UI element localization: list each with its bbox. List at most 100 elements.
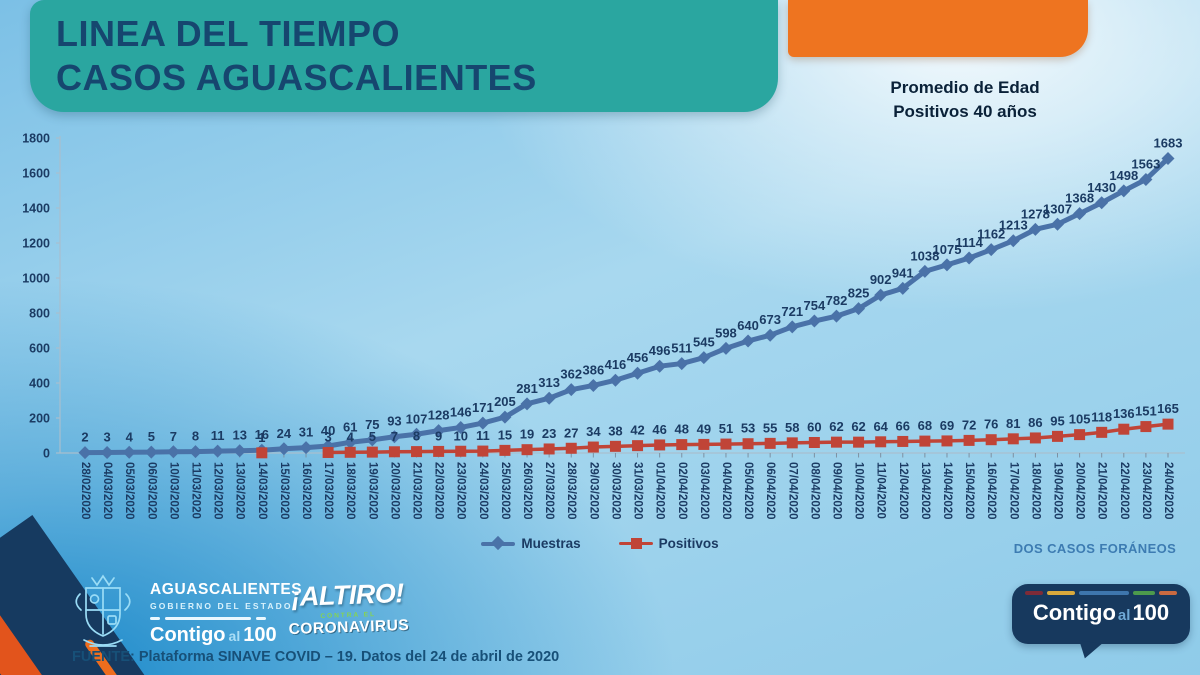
badge-color-bars xyxy=(1025,591,1177,595)
muestras-point xyxy=(233,444,247,458)
muestras-label: 1563 xyxy=(1131,156,1160,171)
positivos-label: 48 xyxy=(675,422,689,437)
slogan-contigo: Contigo xyxy=(150,623,226,646)
positivos-point xyxy=(786,437,798,449)
positivos-point xyxy=(698,438,710,450)
date-label: 14/03/2020 xyxy=(256,462,268,520)
muestras-label: 75 xyxy=(365,417,379,432)
positivos-label: 1 xyxy=(258,430,265,445)
legend-label-positivos: Positivos xyxy=(658,536,719,551)
muestras-label: 1038 xyxy=(910,248,939,263)
contigo-al-100-badge: Contigo al100 xyxy=(1012,584,1190,661)
positivos-label: 51 xyxy=(719,421,733,436)
y-axis-label: 1800 xyxy=(22,132,50,146)
muestras-point xyxy=(78,446,92,460)
page-title: LINEA DEL TIEMPO CASOS AGUASCALIENTES xyxy=(30,0,778,100)
positivos-label: 49 xyxy=(697,421,711,436)
muestras-label: 640 xyxy=(737,318,759,333)
positivos-point xyxy=(609,440,621,452)
positivos-label: 9 xyxy=(435,428,442,443)
positivos-label: 165 xyxy=(1157,401,1179,416)
muestras-point xyxy=(498,410,512,424)
muestras-label: 1368 xyxy=(1065,191,1094,206)
positivos-point xyxy=(477,445,489,457)
muestras-point xyxy=(1161,151,1175,165)
muestras-point xyxy=(785,320,799,334)
date-label: 13/03/2020 xyxy=(234,462,246,520)
positivos-point xyxy=(1162,418,1174,430)
muestras-point xyxy=(211,444,225,458)
altiro-campaign-logo: ¡ALTIRO! CONTRA EL CORONAVIRUS xyxy=(287,578,409,639)
muestras-label: 11 xyxy=(211,428,225,443)
date-label: 16/03/2020 xyxy=(300,462,312,520)
positivos-point xyxy=(808,437,820,448)
positivos-label: 66 xyxy=(896,418,910,433)
date-label: 25/03/2020 xyxy=(499,462,511,520)
muestras-label: 545 xyxy=(693,335,715,350)
date-label: 23/03/2020 xyxy=(455,462,467,520)
positivos-point xyxy=(1118,423,1130,435)
muestras-label: 2 xyxy=(81,430,88,445)
date-label: 15/04/2020 xyxy=(963,462,975,520)
muestras-point xyxy=(1050,217,1064,231)
positivos-label: 15 xyxy=(498,427,512,442)
muestras-label: 1498 xyxy=(1109,168,1138,183)
y-axis-label: 400 xyxy=(29,377,50,391)
positivos-label: 55 xyxy=(763,420,777,435)
muestras-point xyxy=(631,366,645,380)
muestras-label: 93 xyxy=(387,414,401,429)
government-slogan: Contigo al 100 xyxy=(150,624,302,647)
muestras-label: 24 xyxy=(277,426,292,441)
muestras-point xyxy=(675,357,689,371)
slogan-al: al xyxy=(228,627,241,644)
muestras-point xyxy=(144,445,158,459)
positivos-label: 3 xyxy=(325,429,332,444)
positivos-point xyxy=(455,445,467,457)
date-label: 18/03/2020 xyxy=(344,462,356,520)
speech-bubble-tail-icon xyxy=(1076,640,1103,661)
positivos-point xyxy=(344,446,356,458)
positivos-point xyxy=(764,437,776,449)
muestras-point xyxy=(719,341,733,355)
y-axis-label: 1600 xyxy=(22,167,50,181)
muestras-label: 1162 xyxy=(977,227,1005,242)
date-label: 06/04/2020 xyxy=(764,462,776,520)
date-label: 31/03/2020 xyxy=(632,462,644,520)
muestras-point xyxy=(940,258,954,272)
date-label: 22/04/2020 xyxy=(1118,462,1130,520)
average-age-line-1: Promedio de Edad xyxy=(890,78,1040,97)
positivos-label: 19 xyxy=(520,427,534,442)
muestras-point xyxy=(1095,196,1109,210)
positivos-label: 86 xyxy=(1028,415,1042,430)
y-axis-label: 800 xyxy=(29,307,50,321)
date-label: 22/03/2020 xyxy=(433,462,445,520)
positivos-point xyxy=(720,438,732,450)
muestras-label: 107 xyxy=(406,411,428,426)
date-label: 18/04/2020 xyxy=(1029,462,1041,520)
muestras-label: 4 xyxy=(126,429,134,444)
muestras-point xyxy=(542,391,556,405)
muestras-label: 456 xyxy=(627,350,649,365)
muestras-label: 902 xyxy=(870,272,892,287)
positivos-point xyxy=(411,446,423,458)
positivos-label: 27 xyxy=(564,425,578,440)
positivos-label: 53 xyxy=(741,421,755,436)
positivos-point xyxy=(433,445,445,457)
positivos-point xyxy=(897,435,909,447)
title-line-2: CASOS AGUASCALIENTES xyxy=(56,57,537,98)
date-label: 11/04/2020 xyxy=(875,462,887,519)
date-label: 08/04/2020 xyxy=(808,462,820,520)
positivos-label: 46 xyxy=(652,422,666,437)
positivos-label: 68 xyxy=(918,418,932,433)
foreign-cases-note: DOS CASOS FORÁNEOS xyxy=(1013,541,1177,556)
muestras-label: 7 xyxy=(170,429,177,444)
positivos-label: 11 xyxy=(476,428,490,443)
muestras-point xyxy=(476,416,490,430)
badge-al: al xyxy=(1117,607,1131,624)
altiro-coronavirus: CORONAVIRUS xyxy=(288,616,410,639)
badge-100: 100 xyxy=(1132,600,1170,625)
positivos-label: 136 xyxy=(1113,406,1135,421)
muestras-label: 511 xyxy=(671,341,692,356)
positivos-point xyxy=(521,444,533,456)
date-label: 04/04/2020 xyxy=(720,462,732,520)
